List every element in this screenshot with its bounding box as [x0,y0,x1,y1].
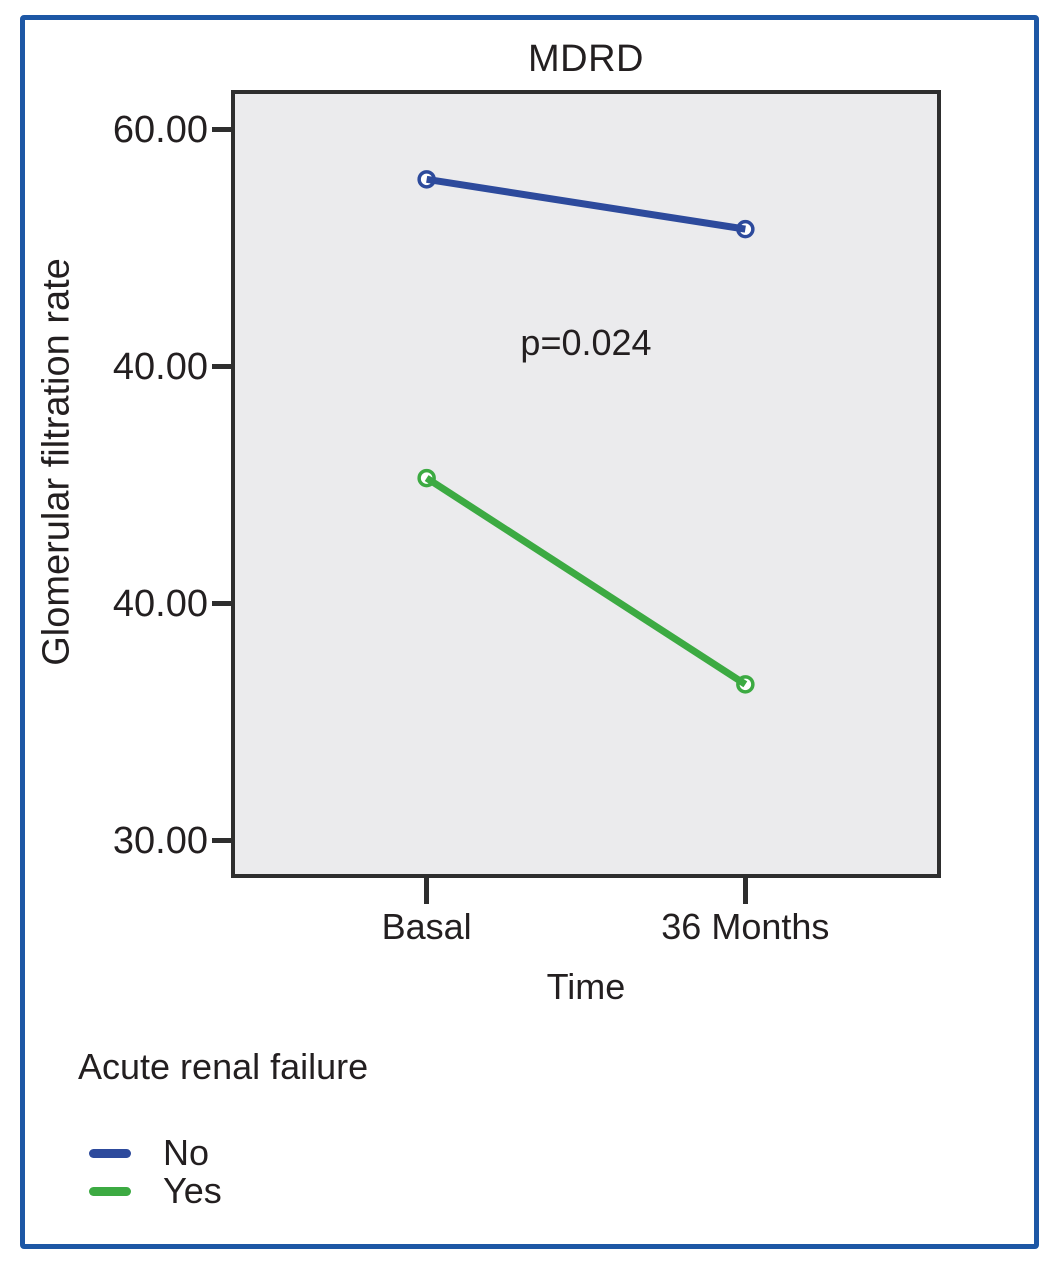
legend-title: Acute renal failure [78,1046,369,1087]
x-category-label: 36 Months [661,906,830,947]
plot-area [231,90,941,878]
x-category-label: Basal [381,906,472,947]
legend-swatch-icon [89,1186,131,1196]
series-line-no [426,175,746,233]
y-tick-label: 40.00 [112,345,208,388]
x-axis-title: Time [546,966,626,1007]
x-tick-mark [742,878,748,904]
y-tick-mark [212,127,231,133]
x-tick-mark [424,878,430,904]
legend-swatch-icon [89,1148,131,1158]
y-tick-label: 60.00 [112,108,208,151]
legend-item-label: Yes [163,1170,222,1211]
p-value-annotation: p=0.024 [520,321,652,363]
y-tick-mark [212,838,231,844]
y-tick-label: 30.00 [112,819,208,862]
legend-item: No [89,1134,222,1172]
legend: No Yes [89,1134,222,1210]
y-tick-mark [212,601,231,607]
chart-canvas [417,170,755,694]
chart-title: MDRD [528,38,644,80]
y-tick-mark [212,364,231,370]
y-tick-label: 40.00 [112,582,208,625]
series-line-yes [424,475,748,688]
legend-item: Yes [89,1172,222,1210]
legend-item-label: No [163,1132,210,1173]
